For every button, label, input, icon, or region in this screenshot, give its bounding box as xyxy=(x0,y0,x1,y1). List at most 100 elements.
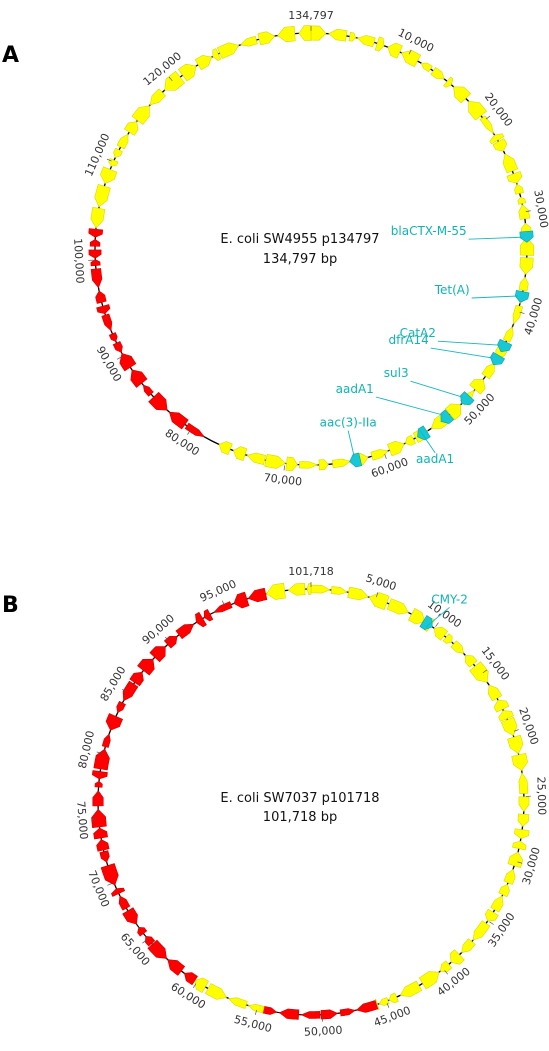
gene-feature xyxy=(370,449,389,461)
gene-feature xyxy=(518,772,529,794)
gene-feature xyxy=(517,813,530,827)
gene-feature xyxy=(93,748,110,771)
tick-label: 55,000 xyxy=(233,1013,274,1035)
gene-feature xyxy=(111,887,126,897)
gene-feature xyxy=(123,121,139,136)
gene-feature xyxy=(88,228,104,238)
tick-mark xyxy=(482,669,488,674)
gene-feature xyxy=(148,391,168,411)
gene-feature xyxy=(492,138,508,152)
gene-feature xyxy=(129,671,144,687)
gene-leader-line xyxy=(425,606,450,628)
gene-feature xyxy=(96,304,111,314)
gene-feature xyxy=(94,184,111,208)
gene-feature xyxy=(264,453,286,469)
gene-feature xyxy=(514,183,524,195)
tick-label: 25,000 xyxy=(534,776,548,815)
gene-feature xyxy=(374,36,385,52)
gene-feature xyxy=(94,780,103,788)
gene-feature xyxy=(232,446,248,462)
tick-mark xyxy=(96,751,102,754)
gene-feature xyxy=(310,584,331,594)
gene-feature xyxy=(514,828,530,839)
gene-feature xyxy=(108,332,118,343)
gene-feature xyxy=(355,1000,379,1013)
tick-mark xyxy=(142,939,147,944)
gene-leader-line xyxy=(437,340,500,346)
gene-feature xyxy=(449,949,465,965)
tick-mark xyxy=(517,861,523,864)
tick-mark xyxy=(117,356,122,360)
gene-leader-line xyxy=(471,295,518,299)
tick-label: 10,000 xyxy=(396,26,436,55)
gene-feature xyxy=(479,115,494,135)
gene-feature xyxy=(213,601,233,613)
gene-feature xyxy=(122,907,138,925)
tick-label: 100,000 xyxy=(71,238,86,284)
plasmid-name-a: E. coli SW4955 p134797 xyxy=(220,232,379,247)
gene-feature xyxy=(265,582,286,600)
gene-feature xyxy=(96,839,110,852)
gene-feature xyxy=(240,35,258,47)
tick-mark xyxy=(168,76,173,82)
gene-feature xyxy=(518,276,529,292)
gene-feature xyxy=(401,50,422,68)
tick-label: 70,000 xyxy=(263,471,303,489)
gene-feature xyxy=(149,646,166,663)
gene-feature xyxy=(306,583,312,595)
tick-mark xyxy=(386,1002,390,1008)
gene-feature xyxy=(320,1009,339,1020)
gene-feature xyxy=(204,983,227,1000)
gene-feature xyxy=(442,633,453,644)
gene-feature xyxy=(194,55,213,71)
gene-label: sul3 xyxy=(384,366,409,380)
tick-label: 50,000 xyxy=(304,1024,343,1039)
gene-leader-line xyxy=(419,430,436,454)
gene-feature xyxy=(91,808,107,829)
gene-feature xyxy=(502,153,519,174)
gene-feature xyxy=(484,908,499,922)
tick-label: 65,000 xyxy=(118,930,153,968)
gene-feature xyxy=(387,440,405,457)
gene-feature xyxy=(285,456,298,472)
gene-feature xyxy=(218,441,233,456)
plasmid-size-a: 134,797 bp xyxy=(263,252,337,267)
panel-label-b: B xyxy=(2,593,19,618)
gene-feature xyxy=(142,384,154,397)
gene-feature xyxy=(99,850,110,863)
tick-mark xyxy=(254,1009,257,1015)
gene-feature xyxy=(88,249,102,259)
gene-label: aadA1 xyxy=(336,382,374,396)
gene-feature xyxy=(444,403,462,421)
gene-feature xyxy=(348,31,357,42)
gene-feature xyxy=(113,147,123,159)
tick-label: 75,000 xyxy=(74,801,90,840)
tick-label: 101,718 xyxy=(288,565,334,578)
resistance-gene-marker xyxy=(419,615,433,630)
gene-feature xyxy=(493,699,510,713)
gene-feature xyxy=(489,133,505,145)
tick-mark xyxy=(121,688,127,693)
gene-feature xyxy=(149,88,166,106)
gene-leader-line xyxy=(347,430,355,457)
gene-feature xyxy=(137,658,155,676)
feature-track-b xyxy=(91,582,530,1020)
gene-feature xyxy=(420,62,433,73)
tick-mark xyxy=(187,430,191,435)
gene-feature xyxy=(175,623,195,640)
gene-feature xyxy=(216,42,240,60)
gene-feature xyxy=(116,133,129,150)
gene-feature xyxy=(418,971,440,990)
gene-feature xyxy=(130,369,148,388)
gene-feature xyxy=(472,920,491,941)
gene-feature xyxy=(116,700,126,714)
gene-feature xyxy=(519,257,534,275)
gene-feature xyxy=(503,868,516,885)
tick-mark xyxy=(435,622,439,627)
resistance-gene-marker xyxy=(349,452,363,468)
gene-label: CMY-2 xyxy=(431,592,468,606)
resistance-gene-marker xyxy=(519,230,534,243)
gene-feature xyxy=(388,992,399,1004)
tick-label: 95,000 xyxy=(198,577,238,604)
